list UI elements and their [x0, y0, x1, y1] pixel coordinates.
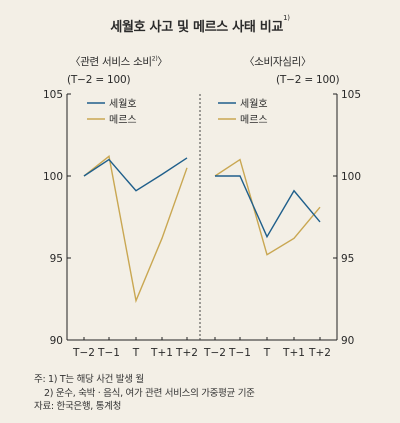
- legend-label-sewol: 세월호: [240, 98, 268, 110]
- series-line-sewol: [215, 175, 321, 239]
- source-note: 자료: 한국은행, 통계청: [34, 401, 122, 412]
- left-y-tick-label: 105: [43, 89, 63, 101]
- series-line-mers: [83, 155, 188, 304]
- legend-label-sewol: 세월호: [109, 98, 137, 110]
- series-line-mers: [214, 158, 321, 256]
- x-tick-label: T+2: [308, 347, 331, 359]
- right-y-tick-label: 100: [341, 171, 361, 183]
- x-tick-label: T−1: [228, 347, 251, 359]
- series-line-sewol: [83, 157, 188, 192]
- left-y-tick-label: 100: [43, 171, 63, 183]
- chart-title: 세월호 사고 및 메르스 사태 비교1): [110, 14, 290, 35]
- right-y-tick-label: 105: [341, 89, 361, 101]
- right-y-tick-label: 90: [341, 335, 354, 347]
- footnote-2: 2) 운수, 숙박 · 음식, 여가 관련 서비스의 가중평균 기준: [44, 387, 255, 399]
- x-tick-label: T−2: [72, 347, 95, 359]
- x-tick-label: T: [263, 347, 271, 359]
- left-panel-title: 〈관련 서비스 소비2)〉: [70, 55, 168, 69]
- footnotes: 주: 1) T는 해당 사건 발생 월 2) 운수, 숙박 · 음식, 여가 관…: [34, 373, 255, 414]
- right-unit-label: (T−2 = 100): [276, 74, 340, 86]
- x-tick-label: T: [132, 347, 140, 359]
- right-panel-title: 〈소비자심리〉: [244, 56, 312, 68]
- legend-label-mers: 메르스: [109, 114, 137, 126]
- x-tick-label: T−2: [203, 347, 226, 359]
- left-y-tick-label: 90: [50, 335, 63, 347]
- footnote-1: 주: 1) T는 해당 사건 발생 월: [34, 374, 144, 385]
- left-y-tick-label: 95: [50, 253, 63, 265]
- left-unit-label: (T−2 = 100): [67, 74, 131, 86]
- right-y-tick-label: 95: [341, 253, 354, 265]
- x-tick-label: T+1: [150, 347, 173, 359]
- x-tick-label: T+2: [175, 347, 198, 359]
- x-tick-label: T−1: [97, 347, 120, 359]
- x-tick-label: T+1: [282, 347, 305, 359]
- legend-label-mers: 메르스: [240, 114, 268, 126]
